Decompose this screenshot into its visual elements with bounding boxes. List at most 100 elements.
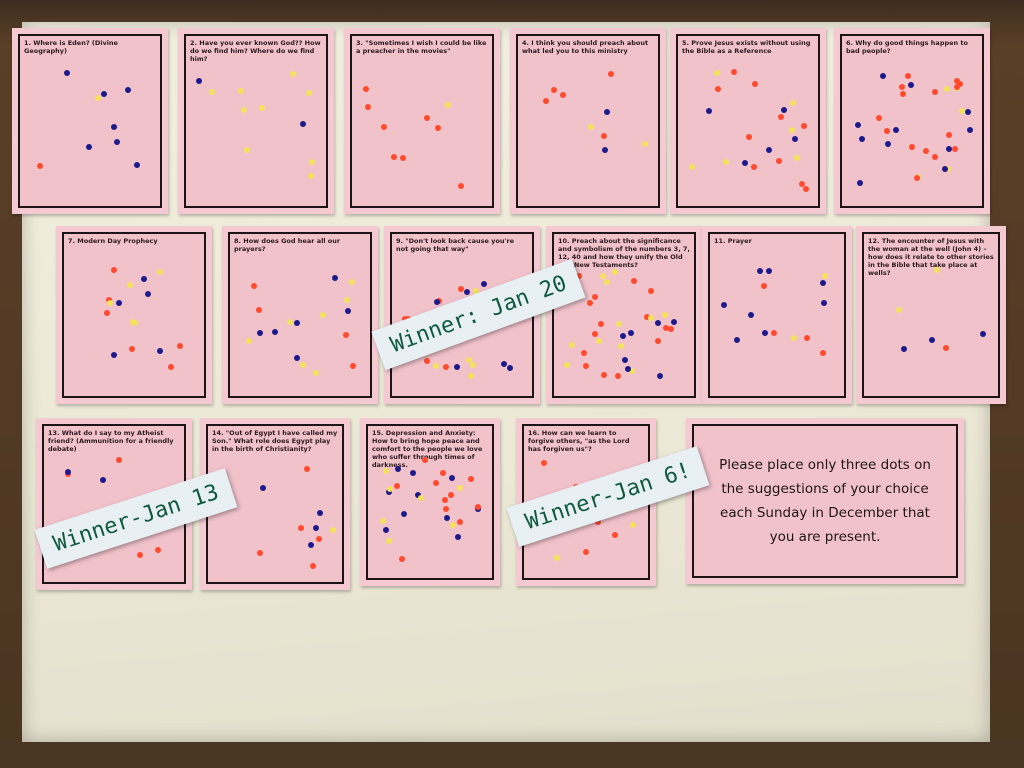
sticker-dot-red bbox=[592, 294, 598, 300]
sticker-dot-blue bbox=[628, 330, 634, 336]
sticker-dot-blue bbox=[604, 109, 610, 115]
sticker-dot-yellow bbox=[127, 282, 133, 288]
sticker-dot-red bbox=[601, 372, 607, 378]
sticker-dot-yellow bbox=[618, 343, 624, 349]
sticker-dot-red bbox=[424, 358, 430, 364]
sticker-dot-yellow bbox=[238, 88, 244, 94]
sticker-dot-red bbox=[448, 492, 454, 498]
suggestion-card: 10. Preach about the significance and sy… bbox=[546, 226, 702, 404]
sticker-dot-yellow bbox=[259, 105, 265, 111]
suggestion-text: 6. Why do good things happen to bad peop… bbox=[846, 39, 968, 55]
sticker-dot-yellow bbox=[387, 486, 393, 492]
sticker-dot-red bbox=[776, 158, 782, 164]
suggestion-card-frame: 2. Have you ever known God?? How do we f… bbox=[184, 34, 328, 208]
sticker-dot-yellow bbox=[107, 300, 113, 306]
sticker-dot-blue bbox=[671, 319, 677, 325]
sticker-dot-red bbox=[601, 133, 607, 139]
sticker-dot-red bbox=[394, 483, 400, 489]
sticker-dot-yellow bbox=[616, 321, 622, 327]
suggestion-text: 8. How does God hear all our prayers? bbox=[234, 237, 341, 253]
sticker-dot-yellow bbox=[959, 108, 965, 114]
sticker-dot-blue bbox=[332, 275, 338, 281]
sticker-dot-yellow bbox=[630, 522, 636, 528]
sticker-dot-blue bbox=[620, 333, 626, 339]
sticker-dot-red bbox=[310, 563, 316, 569]
sticker-dot-blue bbox=[134, 162, 140, 168]
sticker-dot-red bbox=[932, 89, 938, 95]
sticker-dot-yellow bbox=[612, 269, 618, 275]
sticker-dot-red bbox=[909, 144, 915, 150]
sticker-dot-yellow bbox=[596, 338, 602, 344]
sticker-dot-blue bbox=[464, 289, 470, 295]
sticker-dot-yellow bbox=[789, 127, 795, 133]
sticker-dot-blue bbox=[481, 281, 487, 287]
sticker-dot-blue bbox=[706, 108, 712, 114]
sticker-dot-yellow bbox=[466, 357, 472, 363]
suggestion-card-frame: 1. Where is Eden? (Divine Geography) bbox=[18, 34, 162, 208]
sticker-dot-red bbox=[899, 84, 905, 90]
sticker-dot-red bbox=[155, 547, 161, 553]
sticker-dot-red bbox=[746, 134, 752, 140]
sticker-dot-blue bbox=[855, 122, 861, 128]
sticker-dot-blue bbox=[196, 78, 202, 84]
sticker-dot-red bbox=[457, 519, 463, 525]
sticker-dot-blue bbox=[294, 355, 300, 361]
sticker-dot-yellow bbox=[306, 90, 312, 96]
sticker-dot-red bbox=[914, 175, 920, 181]
sticker-dot-red bbox=[592, 331, 598, 337]
sticker-dot-red bbox=[137, 552, 143, 558]
sticker-dot-yellow bbox=[320, 312, 326, 318]
sticker-dot-red bbox=[923, 148, 929, 154]
sticker-dot-red bbox=[932, 154, 938, 160]
sticker-dot-red bbox=[365, 104, 371, 110]
sticker-dot-yellow bbox=[330, 527, 336, 533]
sticker-dot-yellow bbox=[945, 166, 951, 172]
sticker-dot-yellow bbox=[600, 273, 606, 279]
sticker-dot-yellow bbox=[344, 297, 350, 303]
instruction-card: Please place only three dots on the sugg… bbox=[686, 418, 964, 584]
sticker-dot-yellow bbox=[241, 107, 247, 113]
sticker-dot-blue bbox=[748, 312, 754, 318]
sticker-dot-blue bbox=[946, 146, 952, 152]
sticker-dot-red bbox=[422, 457, 428, 463]
sticker-dot-yellow bbox=[308, 173, 314, 179]
suggestion-card-frame: 3. "Sometimes I wish I could be like a p… bbox=[350, 34, 494, 208]
sticker-dot-blue bbox=[101, 91, 107, 97]
sticker-dot-red bbox=[587, 300, 593, 306]
sticker-dot-blue bbox=[901, 346, 907, 352]
sticker-dot-red bbox=[655, 338, 661, 344]
sticker-dot-blue bbox=[980, 331, 986, 337]
sticker-dot-blue bbox=[885, 141, 891, 147]
sticker-dot-red bbox=[900, 91, 906, 97]
sticker-dot-yellow bbox=[468, 373, 474, 379]
sticker-dot-yellow bbox=[642, 141, 648, 147]
sticker-dot-red bbox=[433, 480, 439, 486]
sticker-dot-blue bbox=[625, 366, 631, 372]
sticker-dot-yellow bbox=[470, 362, 476, 368]
sticker-dot-red bbox=[443, 364, 449, 370]
sticker-dot-red bbox=[612, 532, 618, 538]
sticker-dot-blue bbox=[967, 127, 973, 133]
sticker-dot-blue bbox=[622, 357, 628, 363]
sticker-dot-red bbox=[663, 325, 669, 331]
sticker-dot-red bbox=[598, 321, 604, 327]
sticker-dot-blue bbox=[260, 485, 266, 491]
sticker-dot-red bbox=[424, 115, 430, 121]
sticker-dot-blue bbox=[257, 330, 263, 336]
sticker-dot-blue bbox=[507, 365, 513, 371]
sticker-dot-blue bbox=[300, 121, 306, 127]
suggestion-card-frame: 12. The encounter of Jesus with the woma… bbox=[862, 232, 1000, 398]
suggestion-text: 13. What do I say to my Atheist friend? … bbox=[48, 429, 174, 453]
sticker-dot-blue bbox=[762, 330, 768, 336]
sticker-dot-yellow bbox=[209, 89, 215, 95]
sticker-dot-red bbox=[298, 525, 304, 531]
sticker-dot-blue bbox=[383, 527, 389, 533]
sticker-dot-yellow bbox=[944, 86, 950, 92]
suggestion-card-frame: 15. Depression and Anxiety: How to bring… bbox=[366, 424, 494, 580]
sticker-dot-red bbox=[129, 346, 135, 352]
sticker-dot-blue bbox=[317, 510, 323, 516]
sticker-dot-red bbox=[761, 283, 767, 289]
sticker-dot-yellow bbox=[791, 335, 797, 341]
sticker-dot-yellow bbox=[433, 363, 439, 369]
sticker-dot-blue bbox=[908, 82, 914, 88]
